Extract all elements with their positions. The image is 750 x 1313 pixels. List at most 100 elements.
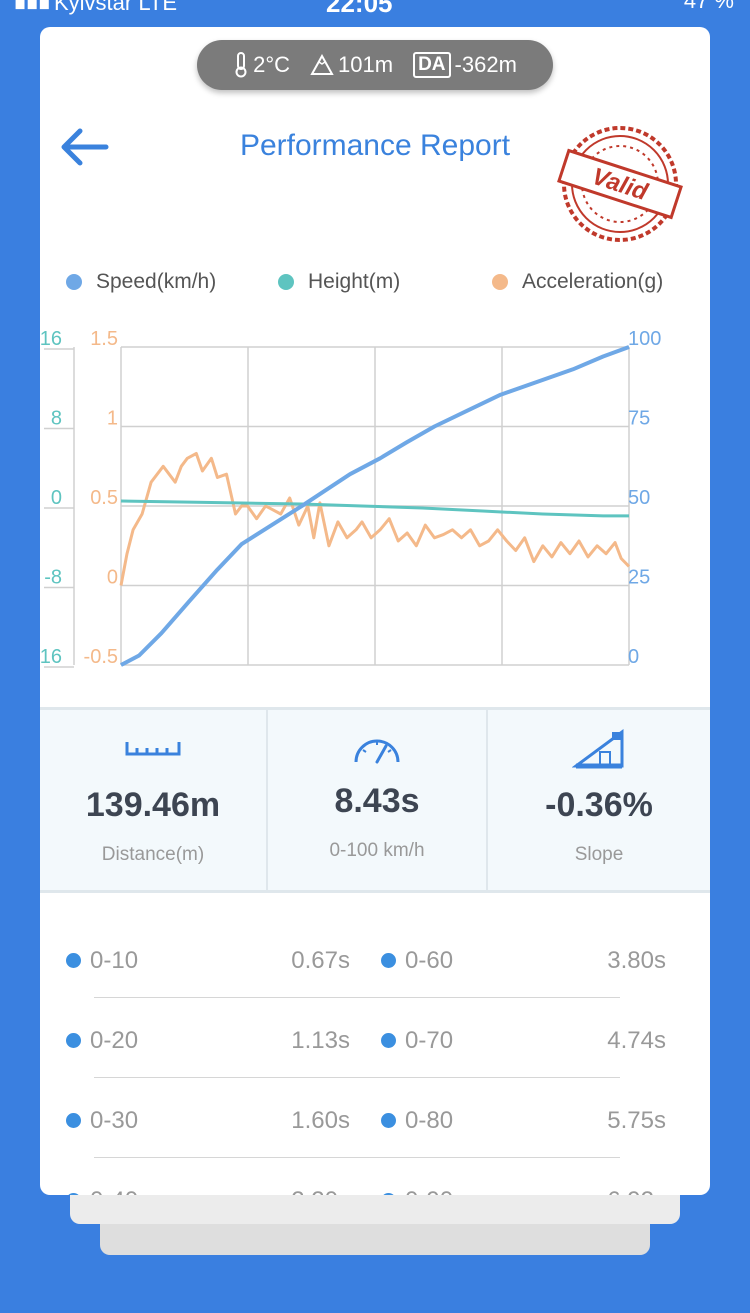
altitude-item: 101m	[310, 52, 393, 78]
slope-label: Slope	[574, 844, 624, 865]
bullet-dot-icon	[66, 1033, 81, 1048]
split-time: 3.80s	[607, 947, 666, 974]
legend-height-label: Height(m)	[308, 270, 401, 293]
battery-level: 47 %	[683, 0, 734, 13]
speed-dot-icon	[66, 274, 82, 290]
height-tick-label: 8	[51, 408, 62, 430]
speed-tick-label: 25	[628, 567, 650, 589]
performance-chart: 16 8 0 -8 -16 1.5 1 0.5 0 -0.5 100 75 50 25 0	[40, 328, 661, 668]
split-name: 0-60	[405, 947, 454, 974]
split-time: 1.13s	[291, 1027, 350, 1054]
row-divider	[94, 997, 620, 998]
altitude-value: 101m	[338, 52, 394, 77]
bullet-dot-icon	[66, 953, 81, 968]
bullet-dot-icon	[381, 1193, 396, 1195]
list-item: 0-20 1.13s 0-70 4.74s	[40, 1007, 710, 1087]
legend-speed: Speed(km/h)	[66, 270, 216, 294]
thermometer-icon	[235, 52, 247, 78]
speed-tick-label: 75	[628, 408, 650, 430]
split-name: 0-30	[90, 1107, 139, 1134]
acceleration-tick-label: -0.5	[84, 646, 118, 668]
distance-label: Distance(m)	[101, 844, 205, 865]
list-item: 0-30 1.60s 0-80 5.75s	[40, 1087, 710, 1167]
accel-series-line	[119, 452, 631, 586]
bullet-dot-icon	[66, 1193, 81, 1195]
split-right: 0-90 6.92s	[381, 1167, 666, 1195]
clock: 22:05	[326, 0, 393, 18]
split-left: 0-20 1.13s	[66, 1007, 356, 1087]
height-dot-icon	[278, 274, 294, 290]
legend-acceleration-label: Acceleration(g)	[522, 270, 664, 293]
bullet-dot-icon	[66, 1113, 81, 1128]
split-name: 0-40	[90, 1187, 138, 1195]
valid-stamp-icon: Valid	[557, 126, 683, 242]
split-right: 0-60 3.80s	[381, 927, 666, 1007]
split-time: 6.92s	[607, 1187, 666, 1195]
temperature-item: 2°C	[233, 52, 290, 78]
height-tick-label: 16	[40, 328, 62, 350]
distance-stat: 139.46m Distance(m)	[40, 710, 266, 890]
acceleration-tick-label: 0	[107, 567, 118, 589]
page-title: Performance Report	[239, 129, 511, 162]
slope-icon	[572, 729, 624, 769]
split-name: 0-70	[405, 1027, 454, 1054]
list-item: 0-10 0.67s 0-60 3.80s	[40, 927, 710, 1007]
chart-legend: Speed(km/h) Height(m) Acceleration(g)	[62, 270, 702, 300]
height-tick-label: 0	[51, 487, 62, 509]
height-series-line	[120, 499, 629, 518]
speed-series-line	[120, 345, 630, 667]
split-name: 0-90	[405, 1187, 453, 1195]
time-value: 8.43s	[334, 782, 420, 820]
split-name: 0-10	[90, 947, 139, 974]
speed-tick-label: 0	[628, 646, 639, 668]
height-tick-label: -8	[44, 567, 62, 589]
time-stat: 8.43s 0-100 km/h	[268, 710, 486, 890]
acceleration-tick-label: 1.5	[90, 328, 118, 350]
back-arrow-icon[interactable]	[58, 125, 112, 169]
divider	[266, 710, 268, 890]
split-time: 5.75s	[607, 1107, 666, 1134]
ruler-icon	[125, 742, 181, 756]
split-name: 0-20	[90, 1027, 139, 1054]
speed-tick-label: 100	[628, 328, 661, 350]
acceleration-dot-icon	[492, 274, 508, 290]
bullet-dot-icon	[381, 953, 396, 968]
split-right: 0-80 5.75s	[381, 1087, 666, 1167]
split-time: 0.67s	[291, 947, 350, 974]
stats-panel: 139.46m Distance(m) 8.43s 0-100 km/h -0.…	[40, 707, 710, 893]
divider	[486, 710, 488, 890]
split-left: 0-40 2.20s	[66, 1167, 356, 1195]
split-right: 0-70 4.74s	[381, 1007, 666, 1087]
distance-value: 139.46m	[85, 786, 221, 824]
split-time: 2.20s	[291, 1187, 350, 1195]
list-item: 0-40 2.20s 0-90 6.92s	[40, 1167, 710, 1195]
time-label: 0-100 km/h	[329, 840, 425, 861]
split-time: 1.60s	[291, 1107, 350, 1134]
acceleration-tick-label: 0.5	[90, 487, 118, 509]
environment-pill: 2°C 101m DA -362m	[197, 40, 553, 90]
density-altitude-item: DA -362m	[413, 52, 517, 78]
carrier-label: Kyivstar LTE	[54, 0, 178, 15]
bullet-dot-icon	[381, 1033, 396, 1048]
split-time: 4.74s	[607, 1027, 666, 1054]
slope-value: -0.36%	[545, 786, 653, 824]
bullet-dot-icon	[381, 1113, 396, 1128]
height-tick-label: -16	[40, 646, 62, 668]
status-bar: ▮▮▮ Kyivstar LTE 22:05 47 %	[0, 0, 750, 18]
row-divider	[94, 1157, 620, 1158]
temperature-value: 2°C	[253, 52, 291, 77]
speedometer-icon	[354, 739, 400, 764]
legend-acceleration: Acceleration(g)	[492, 270, 663, 294]
row-divider	[94, 1077, 620, 1078]
split-left: 0-30 1.60s	[66, 1087, 356, 1167]
da-badge: DA	[413, 52, 451, 78]
split-name: 0-80	[405, 1107, 454, 1134]
legend-height: Height(m)	[278, 270, 400, 294]
legend-speed-label: Speed(km/h)	[96, 270, 217, 293]
split-left: 0-10 0.67s	[66, 927, 356, 1007]
mountain-icon	[310, 54, 334, 75]
slope-stat: -0.36% Slope	[488, 710, 710, 890]
acceleration-tick-label: 1	[107, 408, 118, 430]
signal-icon: ▮▮▮	[14, 0, 50, 12]
density-altitude-value: -362m	[454, 52, 517, 77]
